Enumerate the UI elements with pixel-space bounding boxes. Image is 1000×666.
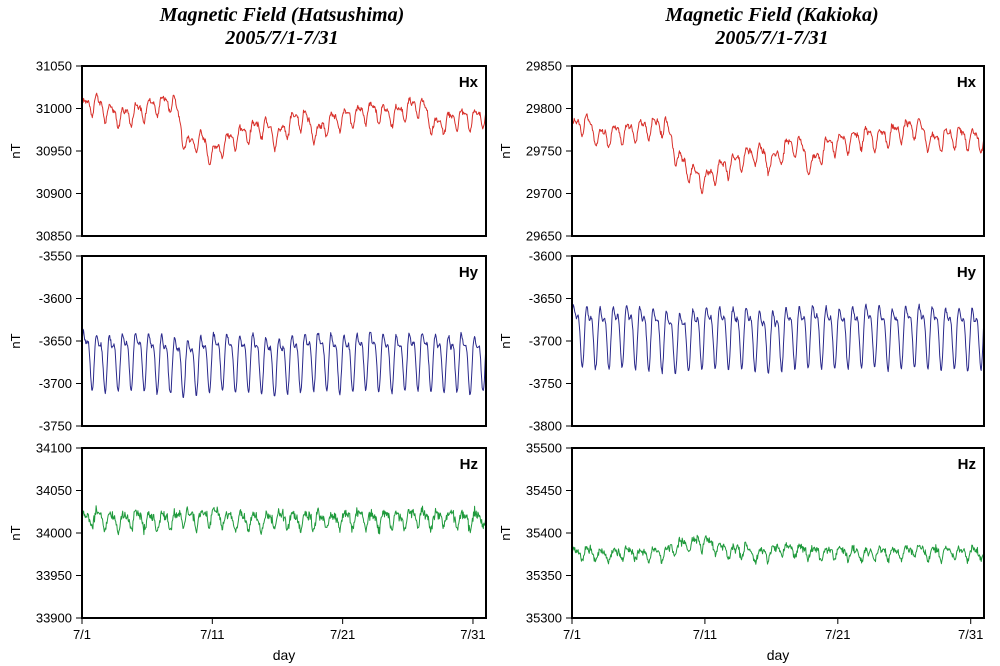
x-tick-label-hatsushima-hz: 7/11 [200, 627, 224, 642]
y-tick-label-hatsushima-hx: 30950 [36, 144, 72, 159]
y-axis-label-hatsushima-hz: nT [8, 525, 23, 540]
plot-frame-hatsushima-hx [81, 65, 487, 237]
panel-hatsushima-hx: 31050 31000 30950 30900 30850 nT Hx [8, 59, 487, 244]
title-hatsushima-period: 2005/7/1-7/31 [225, 27, 339, 49]
y-tick-label-kakioka-hy: -3800 [529, 419, 562, 434]
y-tick-label-kakioka-hz: 35400 [526, 526, 562, 541]
y-axis-label-kakioka-hy: nT [498, 333, 513, 348]
y-axis-label-hatsushima-hx: nT [8, 143, 23, 158]
y-tick-label-hatsushima-hx: 31050 [36, 59, 72, 74]
y-tick-label-hatsushima-hx: 31000 [36, 101, 72, 116]
title-hatsushima-main: Magnetic Field (Hatsushima) [159, 4, 405, 26]
series-line-kakioka-hy [571, 303, 985, 375]
component-label-hatsushima-hx: Hx [459, 74, 479, 91]
y-tick-label-kakioka-hy: -3700 [529, 334, 562, 349]
y-tick-label-hatsushima-hz: 33900 [36, 611, 72, 626]
y-tick-label-hatsushima-hz: 34100 [36, 441, 72, 456]
y-axis-label-kakioka-hx: nT [498, 143, 513, 158]
y-tick-label-hatsushima-hx: 30900 [36, 186, 72, 201]
title-kakioka: Magnetic Field (Kakioka) 2005/7/1-7/31 [562, 4, 982, 50]
panel-hatsushima-hy: -3550 -3600 -3650 -3700 -3750 nT Hy [8, 249, 487, 434]
x-tick-label-hatsushima-hz: 7/1 [73, 627, 91, 642]
y-tick-label-kakioka-hz: 35500 [526, 441, 562, 456]
y-axis-label-kakioka-hz: nT [498, 525, 513, 540]
series-line-hatsushima-hz [81, 505, 487, 536]
y-tick-label-kakioka-hx: 29800 [526, 101, 562, 116]
plot-frame-hatsushima-hz [81, 447, 487, 619]
component-label-kakioka-hy: Hy [957, 264, 977, 281]
plot-frame-hatsushima-hy [81, 255, 487, 427]
component-label-hatsushima-hy: Hy [459, 264, 479, 281]
title-kakioka-main: Magnetic Field (Kakioka) [665, 4, 879, 26]
y-tick-label-hatsushima-hx: 30850 [36, 229, 72, 244]
panel-kakioka-hx: 29850 29800 29750 29700 29650 nT Hx [498, 59, 985, 244]
x-axis-label-hatsushima-hz: day [273, 647, 296, 663]
series-line-kakioka-hx [571, 113, 985, 195]
series-line-kakioka-hz [571, 534, 985, 565]
series-line-hatsushima-hx [81, 92, 487, 166]
series-line-hatsushima-hy [81, 328, 487, 398]
x-tick-label-hatsushima-hz: 7/31 [460, 627, 485, 642]
y-tick-label-hatsushima-hy: -3550 [39, 249, 72, 264]
panel-kakioka-hy: -3600 -3650 -3700 -3750 -3800 nT Hy [498, 249, 985, 434]
title-kakioka-period: 2005/7/1-7/31 [715, 27, 829, 49]
y-tick-label-kakioka-hz: 35350 [526, 568, 562, 583]
y-tick-label-hatsushima-hz: 34000 [36, 526, 72, 541]
y-tick-label-kakioka-hx: 29750 [526, 144, 562, 159]
y-tick-label-hatsushima-hy: -3700 [39, 376, 72, 391]
component-label-kakioka-hz: Hz [958, 456, 976, 473]
y-tick-label-kakioka-hy: -3750 [529, 376, 562, 391]
y-tick-label-kakioka-hz: 35450 [526, 483, 562, 498]
x-tick-label-kakioka-hz: 7/31 [958, 627, 983, 642]
component-label-kakioka-hx: Hx [957, 74, 977, 91]
panel-kakioka-hz: 35500 35450 35400 35350 35300 nT Hz 7/1 7/11 7/21… [498, 441, 985, 663]
y-tick-label-hatsushima-hy: -3650 [39, 334, 72, 349]
x-tick-label-kakioka-hz: 7/11 [693, 627, 717, 642]
y-tick-label-kakioka-hx: 29650 [526, 229, 562, 244]
x-tick-label-kakioka-hz: 7/1 [563, 627, 581, 642]
y-tick-label-kakioka-hx: 29700 [526, 186, 562, 201]
x-tick-label-kakioka-hz: 7/21 [825, 627, 850, 642]
plot-frame-kakioka-hz [571, 447, 985, 619]
y-tick-label-hatsushima-hz: 34050 [36, 483, 72, 498]
y-tick-label-hatsushima-hz: 33950 [36, 568, 72, 583]
y-tick-label-kakioka-hx: 29850 [526, 59, 562, 74]
x-axis-label-kakioka-hz: day [767, 647, 790, 663]
y-tick-label-kakioka-hy: -3650 [529, 291, 562, 306]
y-tick-label-kakioka-hy: -3600 [529, 249, 562, 264]
x-tick-label-hatsushima-hz: 7/21 [330, 627, 355, 642]
y-tick-label-hatsushima-hy: -3600 [39, 291, 72, 306]
y-tick-label-hatsushima-hy: -3750 [39, 419, 72, 434]
panel-hatsushima-hz: 34100 34050 34000 33950 33900 nT Hz 7/1 7/11 7/21… [8, 441, 487, 663]
y-tick-label-kakioka-hz: 35300 [526, 611, 562, 626]
y-axis-label-hatsushima-hy: nT [8, 333, 23, 348]
title-hatsushima: Magnetic Field (Hatsushima) 2005/7/1-7/3… [72, 4, 492, 50]
component-label-hatsushima-hz: Hz [460, 456, 478, 473]
